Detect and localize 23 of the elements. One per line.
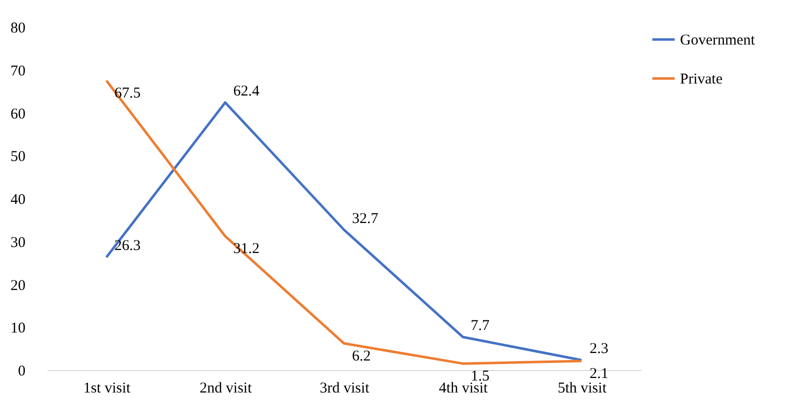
legend-label: Private xyxy=(680,72,723,88)
legend-label: Government xyxy=(680,32,756,48)
y-tick-label: 60 xyxy=(10,106,26,122)
data-label: 2.1 xyxy=(590,366,608,382)
x-tick-label: 3rd visit xyxy=(320,380,370,396)
data-label: 2.3 xyxy=(590,341,608,358)
data-label: 7.7 xyxy=(470,318,490,334)
x-tick-label: 5th visit xyxy=(558,380,608,396)
y-tick-label: 30 xyxy=(10,234,26,251)
y-tick-label: 10 xyxy=(10,320,26,337)
y-tick-label: 20 xyxy=(10,278,26,294)
x-tick-label: 2nd visit xyxy=(200,380,253,396)
y-tick-label: 0 xyxy=(18,364,26,380)
y-tick-label: 40 xyxy=(10,192,26,208)
x-tick-label: 1st visit xyxy=(83,380,132,396)
y-tick-label: 80 xyxy=(10,20,26,36)
data-label: 62.4 xyxy=(233,83,260,100)
data-label: 6.2 xyxy=(352,348,371,364)
data-label: 26.3 xyxy=(114,238,141,254)
y-tick-label: 50 xyxy=(10,149,26,166)
data-label: 32.7 xyxy=(352,210,379,227)
y-tick-label: 70 xyxy=(10,63,26,80)
x-tick-label: 4th visit xyxy=(438,380,489,396)
